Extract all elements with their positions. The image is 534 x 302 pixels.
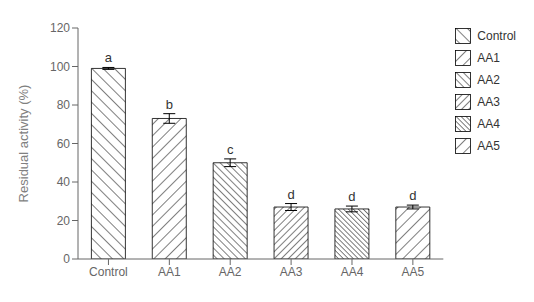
svg-text:0: 0 [63, 252, 70, 266]
html-text:AA4: AA4 [477, 117, 500, 131]
svg-text:AA4: AA4 [341, 265, 364, 279]
svg-text:d: d [409, 188, 416, 203]
svg-text:c: c [227, 142, 234, 157]
svg-text:20: 20 [57, 214, 71, 228]
svg-text:Residual activity (%): Residual activity (%) [16, 85, 31, 203]
svg-text:Control: Control [89, 265, 128, 279]
svg-text:AA3: AA3 [280, 265, 303, 279]
html-text:AA2: AA2 [477, 73, 500, 87]
html-text:AA5: AA5 [477, 139, 500, 153]
svg-text:80: 80 [57, 98, 71, 112]
svg-text:AA5: AA5 [402, 265, 425, 279]
html-text:Control: Control [477, 29, 516, 43]
svg-text:AA1: AA1 [158, 265, 181, 279]
svg-text:d: d [348, 189, 355, 204]
svg-text:a: a [105, 50, 113, 65]
html-text:AA3: AA3 [477, 95, 500, 109]
svg-text:60: 60 [57, 137, 71, 151]
svg-text:40: 40 [57, 175, 71, 189]
svg-text:AA2: AA2 [219, 265, 242, 279]
html-text:AA1: AA1 [477, 51, 500, 65]
svg-text:120: 120 [50, 21, 70, 35]
svg-text:b: b [166, 97, 173, 112]
svg-text:d: d [287, 187, 294, 202]
svg-text:100: 100 [50, 60, 70, 74]
